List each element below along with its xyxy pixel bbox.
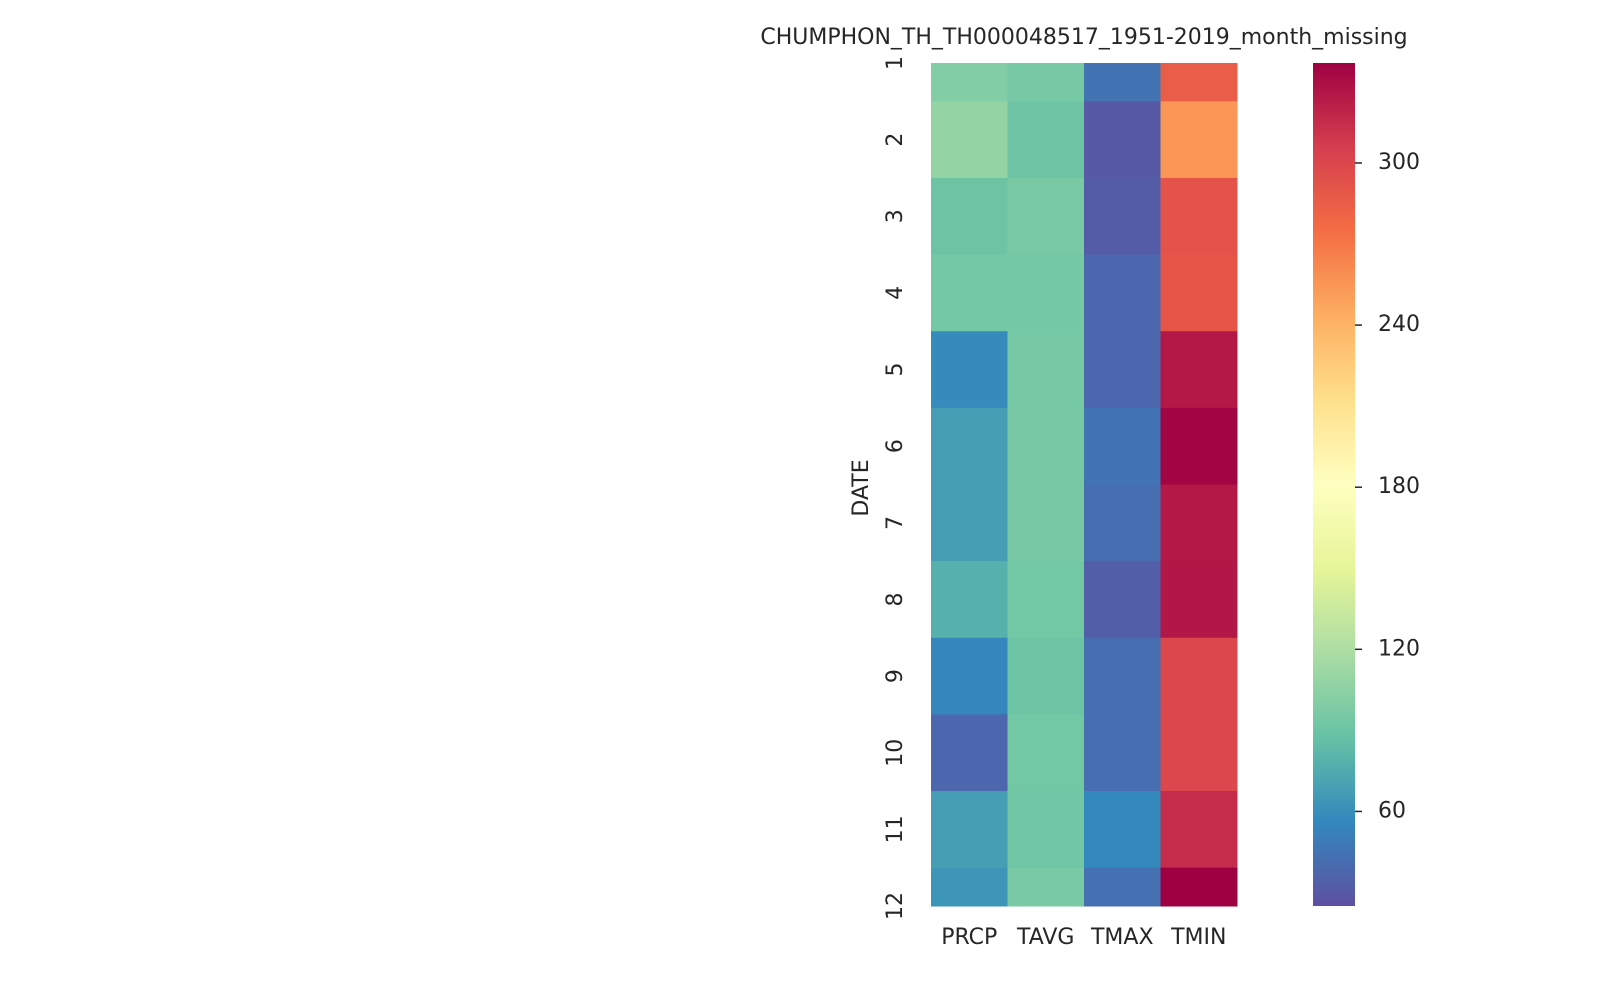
y-tick-label: 10	[883, 739, 908, 767]
heatmap-cell	[1084, 254, 1161, 332]
heatmap-cell	[1160, 407, 1238, 485]
x-tick-label: TMIN	[1170, 925, 1226, 950]
heatmap-cell	[1007, 101, 1085, 179]
heatmap-cell	[931, 484, 1008, 562]
y-axis-label: DATE	[849, 459, 874, 516]
colorbar-tick-label: 120	[1378, 636, 1420, 661]
heatmap-cell	[1007, 254, 1085, 332]
y-tick-label: 2	[883, 133, 908, 147]
heatmap-cell	[1084, 484, 1161, 562]
heatmap-cell	[1084, 637, 1161, 715]
heatmap-cell	[1007, 484, 1085, 562]
heatmap-cell	[931, 254, 1008, 332]
y-tick-label: 4	[883, 286, 908, 300]
heatmap-cell	[931, 63, 1008, 102]
heatmap-cell	[1160, 637, 1238, 715]
heatmap-cell	[931, 331, 1008, 409]
heatmap-cell	[1007, 177, 1085, 256]
heatmap-cell	[931, 177, 1008, 256]
heatmap-cell	[1084, 791, 1161, 869]
heatmap-cell	[931, 867, 1008, 907]
heatmap-cell	[1007, 561, 1085, 639]
heatmap-cell	[1084, 561, 1161, 639]
y-tick-label: 1	[883, 56, 908, 70]
heatmap-cell	[1084, 101, 1161, 179]
y-tick-label: 11	[883, 815, 908, 843]
heatmap-cell	[1160, 867, 1238, 907]
x-tick-label: PRCP	[941, 925, 997, 950]
heatmap-cell	[1084, 867, 1161, 907]
heatmap-cell	[1160, 484, 1238, 562]
heatmap-cell	[1160, 177, 1238, 256]
y-tick-label: 5	[883, 363, 908, 377]
heatmap-cell	[1007, 791, 1085, 869]
heatmap-cell	[1160, 791, 1238, 869]
heatmap-cell	[1007, 407, 1085, 485]
y-tick-label: 9	[883, 669, 908, 683]
y-tick-label: 7	[883, 516, 908, 530]
heatmap-cell	[931, 561, 1008, 639]
y-tick-label: 3	[883, 209, 908, 223]
colorbar	[1313, 63, 1355, 906]
y-tick-label: 8	[883, 592, 908, 606]
heatmap-cell	[1084, 714, 1161, 792]
heatmap-cell	[1084, 331, 1161, 409]
heatmap-cell	[1084, 177, 1161, 256]
heatmap-cell	[1084, 63, 1161, 102]
colorbar-tick-label: 60	[1378, 798, 1406, 823]
heatmap-cell	[931, 637, 1008, 715]
heatmap-cell	[1160, 63, 1238, 102]
colorbar-tick-label: 300	[1378, 150, 1420, 175]
heatmap-cell	[931, 714, 1008, 792]
heatmap-cell	[1160, 561, 1238, 639]
heatmap-cell	[931, 101, 1008, 179]
heatmap-cell	[1160, 331, 1238, 409]
x-tick-label: TMAX	[1090, 925, 1154, 950]
chart-title: CHUMPHON_TH_TH000048517_1951-2019_month_…	[760, 25, 1407, 50]
colorbar-tick-label: 240	[1378, 312, 1420, 337]
heatmap-cell	[1160, 254, 1238, 332]
heatmap-cell	[1007, 637, 1085, 715]
heatmap-cell	[1007, 714, 1085, 792]
y-tick-label: 6	[883, 439, 908, 453]
x-tick-label: TAVG	[1016, 925, 1074, 950]
heatmap-cell	[1160, 101, 1238, 179]
colorbar-tick-label: 180	[1378, 474, 1420, 499]
heatmap-cell	[1084, 407, 1161, 485]
heatmap-cell	[1160, 714, 1238, 792]
y-tick-label: 12	[883, 892, 908, 920]
heatmap-cell	[931, 791, 1008, 869]
heatmap-cell	[931, 407, 1008, 485]
heatmap-cell	[1007, 867, 1085, 907]
heatmap-cell	[1007, 331, 1085, 409]
heatmap-cell	[1007, 63, 1085, 102]
